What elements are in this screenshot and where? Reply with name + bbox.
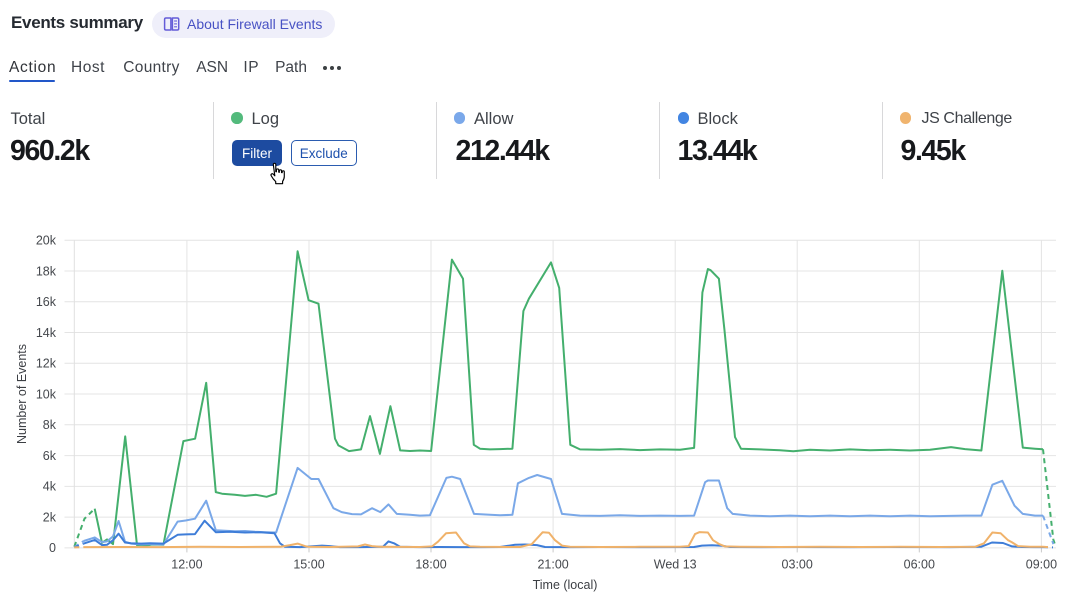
svg-text:Number of Events: Number of Events xyxy=(15,344,29,444)
svg-text:10k: 10k xyxy=(36,387,57,401)
svg-text:06:00: 06:00 xyxy=(904,558,935,572)
svg-text:8k: 8k xyxy=(43,418,57,432)
svg-text:2k: 2k xyxy=(43,510,57,524)
svg-text:Time (local): Time (local) xyxy=(533,578,598,592)
svg-text:16k: 16k xyxy=(36,295,57,309)
svg-text:03:00: 03:00 xyxy=(782,558,813,572)
svg-text:14k: 14k xyxy=(36,326,57,340)
svg-text:20k: 20k xyxy=(36,234,57,248)
svg-text:6k: 6k xyxy=(43,449,57,463)
svg-text:12k: 12k xyxy=(36,357,57,371)
svg-text:4k: 4k xyxy=(43,480,57,494)
svg-text:18:00: 18:00 xyxy=(415,558,446,572)
svg-text:21:00: 21:00 xyxy=(537,558,568,572)
svg-text:18k: 18k xyxy=(36,264,57,278)
svg-text:Wed 13: Wed 13 xyxy=(654,558,697,572)
svg-text:0: 0 xyxy=(49,541,56,555)
svg-text:09:00: 09:00 xyxy=(1026,558,1057,572)
svg-text:12:00: 12:00 xyxy=(171,558,202,572)
svg-text:15:00: 15:00 xyxy=(293,558,324,572)
